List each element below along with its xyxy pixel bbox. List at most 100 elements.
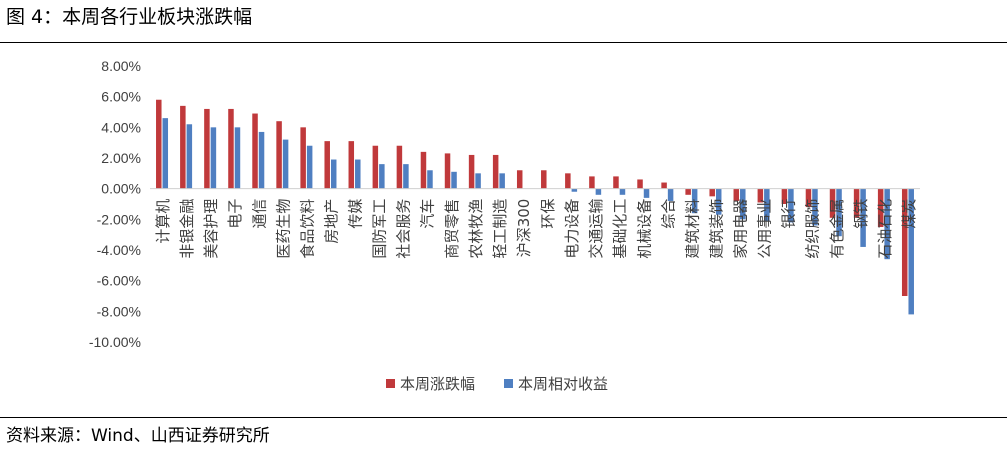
bar-relative-return bbox=[571, 188, 578, 192]
bar-relative-return bbox=[764, 188, 770, 221]
bar-relative-return bbox=[379, 164, 385, 189]
bar-weekly-change bbox=[228, 108, 234, 189]
y-tick-label: -2.00% bbox=[97, 211, 141, 227]
x-category-label: 美容护理 bbox=[202, 199, 220, 259]
bar-relative-return bbox=[282, 139, 289, 189]
x-category-label: 煤炭 bbox=[900, 199, 918, 229]
bar-relative-return bbox=[475, 173, 481, 189]
bar-chart: 8.00% 6.00% 4.00% 2.00% 0.00% -2.00% -4.00% -6.… bbox=[89, 58, 920, 393]
top-rule bbox=[0, 42, 1007, 43]
bar-relative-return bbox=[234, 127, 241, 189]
y-tick-label: 2.00% bbox=[101, 150, 141, 166]
x-category-label: 公用事业 bbox=[756, 199, 774, 259]
bar-relative-return bbox=[355, 159, 361, 189]
y-tick-label: 4.00% bbox=[101, 119, 141, 135]
bar-weekly-change bbox=[637, 179, 643, 189]
x-category-label: 房地产 bbox=[322, 199, 340, 244]
x-category-label: 计算机 bbox=[154, 199, 172, 244]
y-tick-label: -8.00% bbox=[97, 303, 141, 319]
bar-weekly-change bbox=[324, 141, 330, 189]
bar-relative-return bbox=[812, 188, 818, 226]
x-category-label: 交通运输 bbox=[587, 199, 605, 259]
bar-weekly-change bbox=[420, 151, 427, 189]
x-category-label: 汽车 bbox=[419, 199, 437, 229]
bar-relative-return bbox=[619, 188, 626, 195]
figure-title: 图 4：本周各行业板块涨跌幅 bbox=[6, 6, 253, 28]
bar-weekly-change bbox=[805, 188, 812, 208]
bar-relative-return bbox=[643, 188, 650, 198]
bar-relative-return bbox=[860, 188, 866, 247]
y-tick-label: 6.00% bbox=[101, 89, 141, 105]
x-category-label: 传媒 bbox=[347, 199, 365, 229]
bar-weekly-change bbox=[781, 188, 788, 204]
bar-relative-return bbox=[499, 173, 505, 189]
bar-relative-return bbox=[884, 188, 890, 260]
x-category-label: 医药生物 bbox=[274, 199, 292, 259]
legend-swatch bbox=[504, 379, 513, 388]
x-category-label: 沪深300 bbox=[515, 199, 533, 258]
x-category-label: 基础化工 bbox=[611, 199, 629, 259]
bar-relative-return bbox=[210, 127, 217, 189]
x-category-label: 食品饮料 bbox=[298, 199, 316, 259]
x-category-label: 通信 bbox=[250, 199, 268, 229]
bar-relative-return bbox=[427, 170, 433, 189]
x-category-label: 综合 bbox=[659, 199, 677, 229]
bar-weekly-change bbox=[348, 141, 355, 189]
y-tick-label: 0.00% bbox=[101, 181, 141, 197]
bar-weekly-change bbox=[853, 188, 860, 218]
bar-relative-return bbox=[186, 124, 193, 189]
bar-weekly-change bbox=[613, 176, 619, 189]
bar-relative-return bbox=[667, 188, 674, 201]
bar-weekly-change bbox=[589, 176, 595, 189]
bar-relative-return bbox=[715, 188, 722, 215]
bar-relative-return bbox=[258, 131, 265, 189]
x-category-label: 轻工制造 bbox=[491, 199, 509, 259]
x-category-label: 建筑装饰 bbox=[707, 199, 725, 259]
x-category-label: 钢铁 bbox=[852, 199, 870, 229]
legend-label: 本周相对收益 bbox=[518, 375, 608, 393]
x-category-label: 石油石化 bbox=[876, 199, 894, 259]
y-tick-label: -4.00% bbox=[97, 242, 141, 258]
bar-relative-return bbox=[451, 171, 457, 189]
bar-weekly-change bbox=[516, 170, 523, 189]
bar-weekly-change bbox=[877, 188, 884, 227]
bar-weekly-change bbox=[300, 127, 306, 189]
x-category-label: 家用电器 bbox=[732, 199, 750, 259]
x-category-label: 有色金属 bbox=[828, 199, 846, 259]
bar-relative-return bbox=[740, 188, 746, 220]
legend-swatch bbox=[386, 379, 395, 388]
y-tick-label: -10.00% bbox=[89, 334, 141, 350]
x-category-label: 社会服务 bbox=[395, 199, 413, 259]
bar-weekly-change bbox=[829, 188, 836, 218]
bar-relative-return bbox=[908, 188, 914, 315]
bar-weekly-change bbox=[444, 153, 451, 189]
bar-relative-return bbox=[595, 188, 602, 195]
x-category-label: 商贸零售 bbox=[443, 199, 461, 259]
x-category-label: 机械设备 bbox=[635, 199, 653, 259]
x-category-label: 银行 bbox=[780, 199, 798, 229]
bar-weekly-change bbox=[565, 173, 571, 189]
bar-weekly-change bbox=[468, 154, 475, 189]
x-category-label: 建筑材料 bbox=[683, 199, 701, 259]
y-tick-label: 8.00% bbox=[101, 58, 141, 74]
x-category-label: 国防军工 bbox=[371, 199, 389, 259]
bar-weekly-change bbox=[252, 113, 258, 189]
bar-weekly-change bbox=[661, 182, 667, 189]
bar-relative-return bbox=[162, 118, 169, 189]
x-category-label: 非银金融 bbox=[178, 199, 196, 259]
bar-weekly-change bbox=[396, 145, 403, 189]
bar-relative-return bbox=[306, 145, 313, 189]
bar-relative-return bbox=[330, 159, 337, 189]
bar-weekly-change bbox=[180, 105, 186, 189]
bar-weekly-change bbox=[685, 188, 691, 195]
y-tick-label: -6.00% bbox=[97, 273, 141, 289]
bar-weekly-change bbox=[204, 108, 210, 189]
x-category-label: 电子 bbox=[226, 199, 244, 229]
bar-relative-return bbox=[788, 188, 794, 223]
bar-weekly-change bbox=[156, 99, 162, 189]
bar-weekly-change bbox=[901, 188, 908, 296]
x-category-label: 纺织服饰 bbox=[804, 199, 822, 259]
bar-relative-return bbox=[836, 188, 842, 237]
bottom-rule bbox=[0, 417, 1007, 418]
x-category-label: 环保 bbox=[539, 199, 557, 229]
